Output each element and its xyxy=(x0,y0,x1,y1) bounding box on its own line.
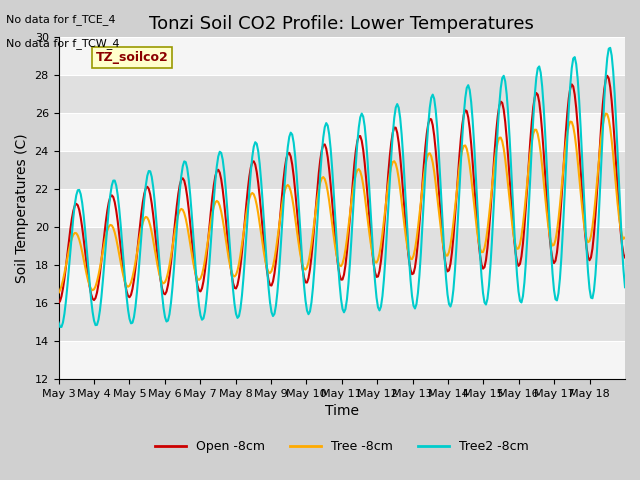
Bar xyxy=(58,189,625,227)
Text: No data for f_TCW_4: No data for f_TCW_4 xyxy=(6,38,120,49)
Text: TZ_soilco2: TZ_soilco2 xyxy=(96,51,168,64)
Bar xyxy=(58,227,625,265)
Legend: Open -8cm, Tree -8cm, Tree2 -8cm: Open -8cm, Tree -8cm, Tree2 -8cm xyxy=(150,435,534,458)
Bar xyxy=(58,303,625,341)
Y-axis label: Soil Temperatures (C): Soil Temperatures (C) xyxy=(15,133,29,283)
Bar xyxy=(58,151,625,189)
Bar xyxy=(58,113,625,151)
Bar xyxy=(58,265,625,303)
Title: Tonzi Soil CO2 Profile: Lower Temperatures: Tonzi Soil CO2 Profile: Lower Temperatur… xyxy=(149,15,534,33)
Bar xyxy=(58,341,625,379)
X-axis label: Time: Time xyxy=(324,404,359,418)
Bar xyxy=(58,37,625,75)
Bar xyxy=(58,75,625,113)
Text: No data for f_TCE_4: No data for f_TCE_4 xyxy=(6,14,116,25)
